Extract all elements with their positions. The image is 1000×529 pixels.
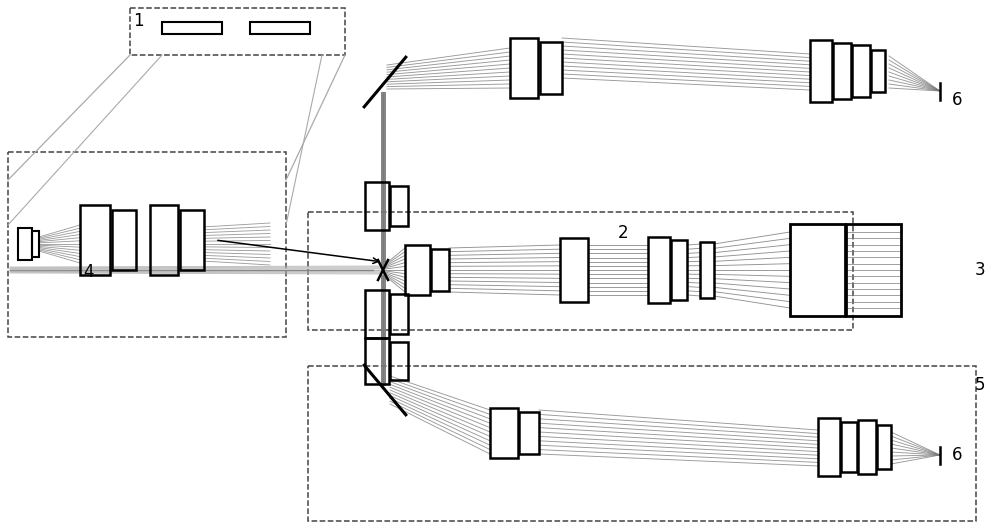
Bar xyxy=(833,43,851,99)
Bar xyxy=(150,205,178,275)
Bar xyxy=(846,224,901,316)
Bar xyxy=(405,245,430,295)
Bar xyxy=(112,210,136,270)
Text: 2: 2 xyxy=(618,224,629,242)
Bar xyxy=(431,249,449,291)
Bar xyxy=(560,238,588,302)
Bar xyxy=(308,212,853,330)
Text: 6: 6 xyxy=(952,446,962,464)
Bar xyxy=(18,228,32,260)
Bar xyxy=(308,366,976,521)
Bar xyxy=(871,50,885,92)
Bar xyxy=(390,294,408,334)
Text: 6: 6 xyxy=(952,91,962,109)
Bar xyxy=(790,224,845,316)
Text: 3: 3 xyxy=(975,261,986,279)
Bar xyxy=(250,22,310,34)
Bar xyxy=(877,425,891,469)
Bar xyxy=(858,420,876,474)
Bar xyxy=(648,237,670,303)
Bar xyxy=(490,408,518,458)
Bar xyxy=(390,186,408,226)
Bar xyxy=(810,40,832,102)
Bar xyxy=(365,182,389,230)
Bar xyxy=(32,231,39,257)
Text: 1: 1 xyxy=(133,12,144,30)
Bar xyxy=(510,38,538,98)
Bar xyxy=(540,42,562,94)
Bar xyxy=(700,242,714,298)
Text: 4: 4 xyxy=(83,263,94,281)
Bar xyxy=(841,422,857,472)
Bar xyxy=(390,342,408,380)
Bar xyxy=(852,45,870,97)
Bar xyxy=(519,412,539,454)
Bar xyxy=(80,205,110,275)
Bar xyxy=(365,338,389,384)
Bar xyxy=(818,418,840,476)
Bar xyxy=(162,22,222,34)
Bar xyxy=(130,8,345,55)
Bar xyxy=(8,152,286,337)
Bar xyxy=(180,210,204,270)
Bar xyxy=(671,240,687,300)
Bar xyxy=(365,290,389,338)
Text: 5: 5 xyxy=(975,376,986,394)
